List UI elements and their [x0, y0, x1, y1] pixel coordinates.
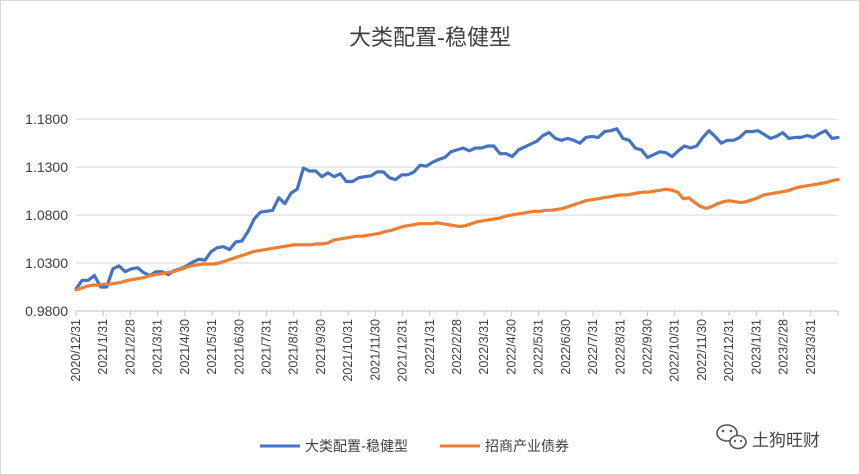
x-tick-label: 2022/6/30	[559, 319, 573, 375]
x-tick-label: 2021/1/31	[96, 319, 110, 375]
x-tick-label: 2023/2/28	[777, 319, 791, 375]
x-tick-label: 2022/2/28	[450, 319, 464, 375]
y-tick-label: 1.0800	[25, 207, 68, 223]
watermark-text: 土狗旺财	[752, 431, 820, 451]
x-tick-label: 2021/5/31	[205, 319, 219, 375]
x-tick-label: 2021/3/31	[151, 319, 165, 375]
y-tick-label: 1.1300	[25, 159, 68, 175]
x-tick-label: 2021/2/28	[123, 319, 137, 375]
x-tick-label: 2022/12/31	[722, 319, 736, 382]
watermark: 土狗旺财	[716, 424, 820, 451]
y-axis-ticks: 0.9800 1.0300 1.0800 1.1300 1.1800	[25, 111, 68, 319]
y-tick-label: 0.9800	[25, 303, 68, 319]
x-tick-label: 2021/7/31	[260, 319, 274, 375]
x-tick-label: 2021/11/30	[368, 319, 382, 381]
x-tick-label: 2021/6/30	[232, 319, 246, 375]
chart-title: 大类配置-稳健型	[349, 26, 511, 51]
series-line-2	[74, 178, 840, 292]
x-tick-label: 2022/8/31	[613, 319, 627, 375]
series-line-1	[74, 127, 840, 291]
x-tick-label: 2021/9/30	[314, 319, 328, 375]
x-tick-label: 2021/10/31	[341, 319, 355, 382]
x-tick-label: 2022/9/30	[641, 319, 655, 375]
x-tick-label: 2022/7/31	[586, 319, 600, 375]
wechat-icon	[716, 424, 747, 450]
x-tick-label: 2022/5/31	[532, 319, 546, 375]
x-axis: 2020/12/31 2021/1/31 2021/2/28 2021/3/31 202…	[69, 310, 839, 382]
legend: 大类配置-稳健型 招商产业债券	[260, 439, 569, 455]
legend-label-series-2: 招商产业债券	[485, 439, 569, 455]
legend-label-series-1: 大类配置-稳健型	[305, 439, 408, 455]
x-tick-label: 2022/1/31	[423, 319, 437, 375]
y-tick-label: 1.1800	[25, 111, 68, 127]
x-tick-label: 2023/3/31	[804, 319, 818, 375]
x-tick-label: 2021/4/30	[178, 319, 192, 375]
series-lines	[74, 127, 840, 292]
x-tick-label: 2022/3/31	[477, 319, 491, 375]
x-tick-label: 2022/11/30	[695, 319, 709, 381]
x-tick-label: 2023/1/31	[749, 319, 763, 375]
x-tick-label: 2022/4/30	[504, 319, 518, 375]
x-tick-label: 2022/10/31	[668, 319, 682, 382]
x-tick-label: 2021/8/31	[287, 319, 301, 375]
y-tick-label: 1.0300	[25, 255, 68, 271]
x-tick-label: 2020/12/31	[69, 319, 83, 382]
x-tick-label: 2021/12/31	[396, 319, 410, 382]
